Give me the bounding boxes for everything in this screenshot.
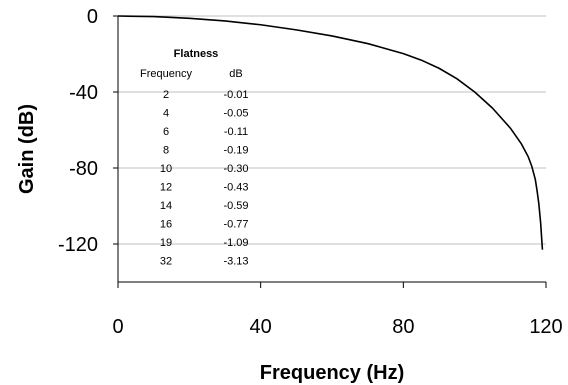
flatness-cell: -0.11 bbox=[224, 126, 248, 138]
y-axis-title: Gain (dB) bbox=[16, 104, 38, 194]
x-tick-label: 120 bbox=[529, 316, 562, 338]
x-tick-label: 80 bbox=[392, 316, 414, 338]
flatness-cell: 2 bbox=[163, 89, 169, 101]
flatness-table-title: Flatness bbox=[174, 48, 219, 60]
flatness-table: Flatness Frequency dB 2 -0.01 4 -0.05 6 -0.11 8 -0… bbox=[140, 48, 249, 268]
flatness-cell: -3.13 bbox=[223, 256, 248, 268]
axis-titles: Frequency (Hz) Gain (dB) bbox=[16, 104, 404, 384]
flatness-cell: 10 bbox=[160, 163, 172, 175]
flatness-cell: -0.30 bbox=[223, 163, 248, 175]
flatness-cell: 19 bbox=[160, 237, 172, 249]
flatness-cell: 6 bbox=[163, 126, 169, 138]
flatness-cell: -0.77 bbox=[223, 219, 248, 231]
y-tick-label: 0 bbox=[87, 6, 98, 28]
flatness-column-header: Frequency bbox=[140, 68, 192, 80]
flatness-cell: 16 bbox=[160, 219, 172, 231]
y-tick-label: -120 bbox=[58, 234, 98, 256]
flatness-cell: 32 bbox=[160, 256, 172, 268]
series-layer bbox=[117, 15, 544, 250]
flatness-cell: -0.43 bbox=[223, 182, 248, 194]
flatness-cell: -0.05 bbox=[223, 108, 248, 120]
tick-labels: 0 -40 -80 -120 0 40 80 120 bbox=[58, 6, 563, 338]
flatness-cell: -0.59 bbox=[223, 200, 248, 212]
axes bbox=[113, 15, 547, 288]
series-line-0 bbox=[117, 15, 544, 250]
flatness-cell: -0.19 bbox=[223, 145, 248, 157]
flatness-cell: -0.01 bbox=[223, 89, 248, 101]
flatness-cell: 4 bbox=[163, 108, 169, 120]
x-tick-label: 40 bbox=[250, 316, 272, 338]
flatness-column-header: dB bbox=[229, 68, 242, 80]
flatness-cell: 8 bbox=[163, 145, 169, 157]
flatness-cell: -1.09 bbox=[223, 237, 248, 249]
flatness-cell: 12 bbox=[160, 182, 172, 194]
flatness-cell: 14 bbox=[160, 200, 172, 212]
y-tick-label: -40 bbox=[69, 82, 98, 104]
y-tick-label: -80 bbox=[69, 158, 98, 180]
x-tick-label: 0 bbox=[112, 316, 123, 338]
x-axis-title: Frequency (Hz) bbox=[260, 362, 404, 384]
